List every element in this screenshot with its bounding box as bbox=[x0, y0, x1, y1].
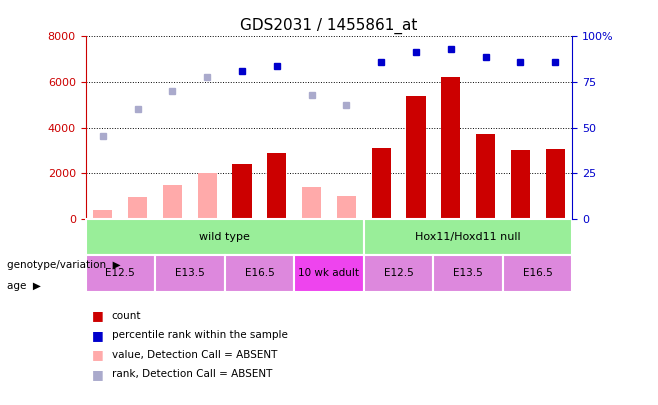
Bar bbox=[128, 197, 147, 219]
Text: wild type: wild type bbox=[199, 232, 250, 242]
Text: age  ▶: age ▶ bbox=[7, 281, 40, 290]
Bar bbox=[372, 148, 391, 219]
Bar bbox=[267, 153, 286, 219]
Bar bbox=[224, 255, 294, 292]
Bar bbox=[503, 255, 572, 292]
Bar bbox=[545, 149, 565, 219]
Text: E16.5: E16.5 bbox=[245, 269, 274, 278]
Text: value, Detection Call = ABSENT: value, Detection Call = ABSENT bbox=[112, 350, 277, 360]
Bar bbox=[441, 77, 461, 219]
Text: ■: ■ bbox=[92, 329, 104, 342]
Bar bbox=[86, 255, 155, 292]
Bar bbox=[476, 134, 495, 219]
Text: E13.5: E13.5 bbox=[453, 269, 483, 278]
Bar bbox=[93, 209, 113, 219]
Text: count: count bbox=[112, 311, 141, 321]
Text: GDS2031 / 1455861_at: GDS2031 / 1455861_at bbox=[240, 18, 418, 34]
Bar bbox=[364, 255, 434, 292]
Bar bbox=[294, 255, 364, 292]
Text: ■: ■ bbox=[92, 309, 104, 322]
Bar bbox=[302, 187, 321, 219]
Text: ■: ■ bbox=[92, 368, 104, 381]
Text: 10 wk adult: 10 wk adult bbox=[299, 269, 359, 278]
Text: E12.5: E12.5 bbox=[105, 269, 135, 278]
Bar bbox=[197, 173, 217, 219]
Text: percentile rank within the sample: percentile rank within the sample bbox=[112, 330, 288, 340]
Bar bbox=[511, 150, 530, 219]
Text: Hox11/Hoxd11 null: Hox11/Hoxd11 null bbox=[415, 232, 521, 242]
Bar bbox=[155, 255, 224, 292]
Text: E16.5: E16.5 bbox=[523, 269, 553, 278]
Text: E13.5: E13.5 bbox=[175, 269, 205, 278]
Bar bbox=[434, 255, 503, 292]
Bar bbox=[407, 96, 426, 219]
Bar bbox=[163, 185, 182, 219]
Bar bbox=[337, 196, 356, 219]
Text: rank, Detection Call = ABSENT: rank, Detection Call = ABSENT bbox=[112, 369, 272, 379]
Text: genotype/variation  ▶: genotype/variation ▶ bbox=[7, 260, 120, 270]
Bar bbox=[232, 164, 251, 219]
Text: ■: ■ bbox=[92, 348, 104, 361]
Bar bbox=[364, 219, 572, 255]
Text: E12.5: E12.5 bbox=[384, 269, 413, 278]
Bar bbox=[86, 219, 364, 255]
